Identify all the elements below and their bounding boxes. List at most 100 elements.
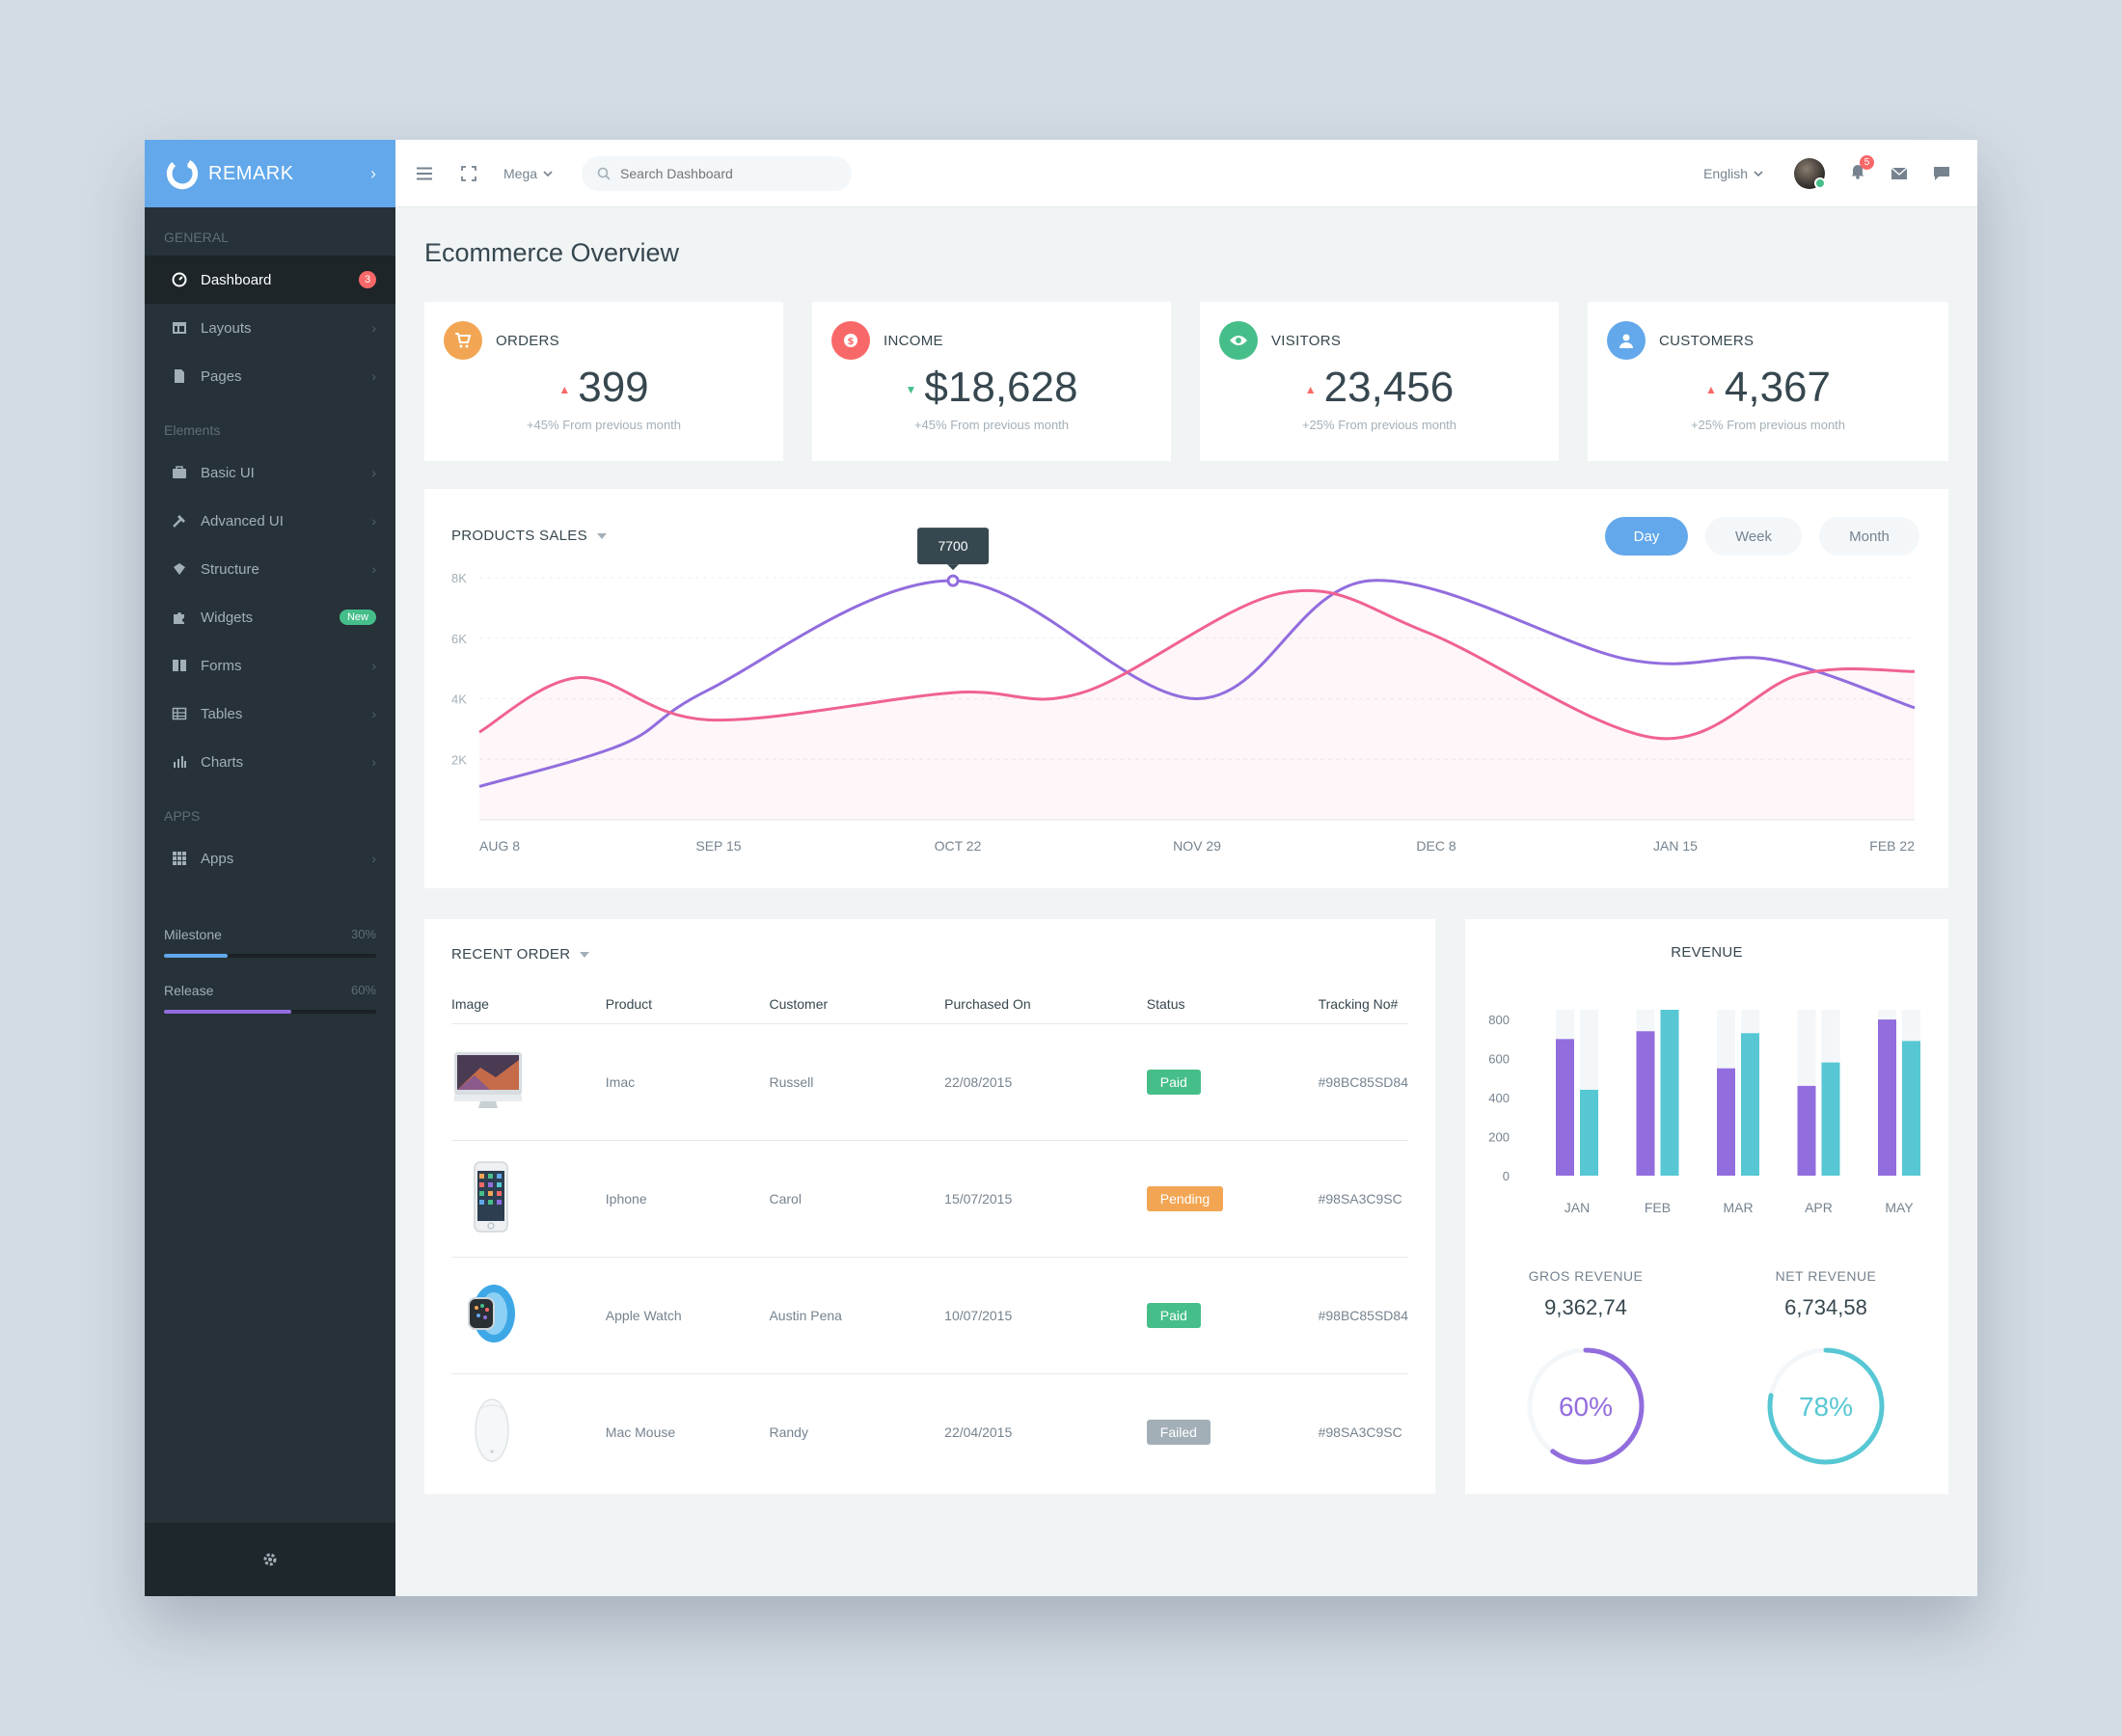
table-row[interactable]: Apple Watch Austin Pena 10/07/2015 Paid … xyxy=(451,1257,1408,1374)
stat-card-income: $ INCOME ▼ $18,628 +45% From previous mon… xyxy=(812,302,1171,461)
y-tick-label: 0 xyxy=(1503,1169,1510,1183)
stat-title: INCOME xyxy=(884,332,943,349)
eye-icon xyxy=(1230,336,1247,345)
tooltip-arrow xyxy=(947,564,960,571)
sales-title-dropdown[interactable]: PRODUCTS SALES xyxy=(451,528,607,544)
tooltip-box xyxy=(917,528,990,565)
stat-icon-bg xyxy=(1607,321,1646,360)
stat-number: 23,456 xyxy=(1323,364,1455,411)
y-tick-label: 400 xyxy=(1488,1091,1510,1105)
y-tick-label: 2K xyxy=(451,752,467,767)
net-revenue-value: 6,734,58 xyxy=(1784,1295,1867,1319)
orders-title-dropdown[interactable]: RECENT ORDER xyxy=(451,946,590,963)
chevron-right-icon[interactable]: › xyxy=(370,163,376,183)
nav-section-general: GENERAL xyxy=(164,230,229,245)
gear-icon[interactable] xyxy=(261,1551,279,1568)
sidebar-item-label: Basic UI xyxy=(201,464,255,481)
mouse-icon xyxy=(475,1398,509,1462)
chat-icon[interactable] xyxy=(1933,166,1950,181)
orders-title: RECENT ORDER xyxy=(451,946,571,963)
status-badge: Paid xyxy=(1146,1069,1201,1095)
stat-number: 4,367 xyxy=(1724,364,1831,411)
customer-name: Russell xyxy=(769,1023,945,1141)
stat-value: ▲ 23,456 xyxy=(1200,364,1559,412)
sidebar-item-layouts[interactable]: Layouts › xyxy=(145,304,395,352)
sidebar-item-apps[interactable]: Apps › xyxy=(145,834,395,882)
trend-up-icon: ▲ xyxy=(1705,383,1717,397)
search-box[interactable] xyxy=(582,155,853,191)
tracking-number: #98SA3C9SC xyxy=(1318,1424,1402,1440)
mail-icon[interactable] xyxy=(1891,166,1908,180)
range-week-button[interactable]: Week xyxy=(1705,517,1802,556)
sidebar-item-pages[interactable]: Pages › xyxy=(145,352,395,400)
column-header: Image xyxy=(451,985,606,1024)
sidebar-item-basic-ui[interactable]: Basic UI › xyxy=(145,448,395,497)
x-tick-label: FEB xyxy=(1645,1200,1671,1215)
page-icon xyxy=(175,369,184,383)
stat-card-visitors: VISITORS ▲ 23,456 +25% From previous mont… xyxy=(1200,302,1559,461)
table-icon xyxy=(172,707,187,720)
bar xyxy=(1878,1019,1896,1176)
chevron-right-icon: › xyxy=(371,706,376,721)
range-day-button[interactable]: Day xyxy=(1605,517,1688,556)
stat-title: VISITORS xyxy=(1271,332,1342,349)
dashboard-icon xyxy=(172,272,187,287)
menu-icon[interactable] xyxy=(415,164,434,183)
stat-value: ▲ 4,367 xyxy=(1588,364,1948,412)
sidebar-item-dashboard[interactable]: Dashboard 3 xyxy=(145,256,395,304)
table-row[interactable]: Iphone Carol 15/07/2015 Pending #98SA3C9… xyxy=(451,1140,1408,1258)
sidebar-item-advanced-ui[interactable]: Advanced UI › xyxy=(145,497,395,545)
tracking-number: #98SA3C9SC xyxy=(1318,1140,1408,1258)
sidebar-item-forms[interactable]: Forms › xyxy=(145,641,395,690)
gross-revenue-gauge: 60% xyxy=(1527,1347,1645,1465)
range-month-button[interactable]: Month xyxy=(1819,517,1919,556)
chevron-right-icon: › xyxy=(371,465,376,480)
sidebar-item-widgets[interactable]: Widgets New xyxy=(145,593,395,641)
avatar[interactable] xyxy=(1794,157,1826,189)
data-point xyxy=(946,574,960,587)
layout-icon xyxy=(173,322,186,334)
stat-card-orders: ORDERS ▲ 399 +45% From previous month xyxy=(424,302,783,461)
orders-table: Image Product Customer Purchased On Stat… xyxy=(451,985,1408,1490)
x-tick-label: DEC 8 xyxy=(1416,838,1455,854)
stat-subtext: +25% From previous month xyxy=(1690,418,1846,432)
table-header-row: Image Product Customer Purchased On Stat… xyxy=(451,985,1408,1024)
language-selector[interactable]: English xyxy=(1703,166,1763,181)
gauge-arc xyxy=(1527,1347,1645,1465)
bar xyxy=(1580,1089,1598,1176)
sidebar: REMARK › GENERAL Dashboard 3 Layouts › P… xyxy=(145,140,395,1596)
progress-percent: 60% xyxy=(350,983,376,997)
product-image-cell xyxy=(451,1257,606,1374)
brand-bar[interactable]: REMARK › xyxy=(145,140,395,207)
y-tick-label: 8K xyxy=(451,571,467,585)
sidebar-item-label: Structure xyxy=(201,560,259,578)
customer-name: Carol xyxy=(769,1140,945,1258)
chevron-down-icon xyxy=(543,170,553,176)
dollar-icon: $ xyxy=(844,334,857,347)
mega-menu[interactable]: Mega xyxy=(503,166,553,181)
sidebar-item-charts[interactable]: Charts › xyxy=(145,738,395,786)
topbar: Mega English 5 xyxy=(395,140,1977,207)
notifications-button[interactable]: 5 xyxy=(1850,154,1874,184)
gauge-percent: 60% xyxy=(1559,1392,1613,1422)
search-input[interactable] xyxy=(620,165,833,181)
bar xyxy=(1717,1068,1735,1176)
customer-name: Austin Pena xyxy=(769,1257,945,1374)
table-row[interactable]: Imac Russell 22/08/2015 Paid #98BC85SD84 xyxy=(451,1023,1408,1141)
sidebar-item-structure[interactable]: Structure › xyxy=(145,545,395,593)
gross-revenue-metric: GROS REVENUE 9,362,74 xyxy=(1489,1268,1682,1320)
revenue-title: REVENUE xyxy=(1671,944,1743,961)
search-icon xyxy=(597,167,611,180)
product-image-cell xyxy=(451,1373,606,1490)
y-tick-label: 600 xyxy=(1488,1052,1510,1067)
table-row[interactable]: Mac Mouse Randy 22/04/2015 Failed #98SA3… xyxy=(451,1373,1408,1490)
progress-track xyxy=(164,954,376,958)
sidebar-item-tables[interactable]: Tables › xyxy=(145,690,395,738)
bar-chart-icon xyxy=(174,756,186,768)
svg-text:$: $ xyxy=(848,337,855,347)
fullscreen-icon[interactable] xyxy=(459,164,478,183)
progress-fill xyxy=(164,1010,291,1014)
status-cell: Failed xyxy=(1146,1373,1319,1490)
x-tick-label: AUG 8 xyxy=(479,838,520,854)
sidebar-item-label: Dashboard xyxy=(201,271,272,288)
